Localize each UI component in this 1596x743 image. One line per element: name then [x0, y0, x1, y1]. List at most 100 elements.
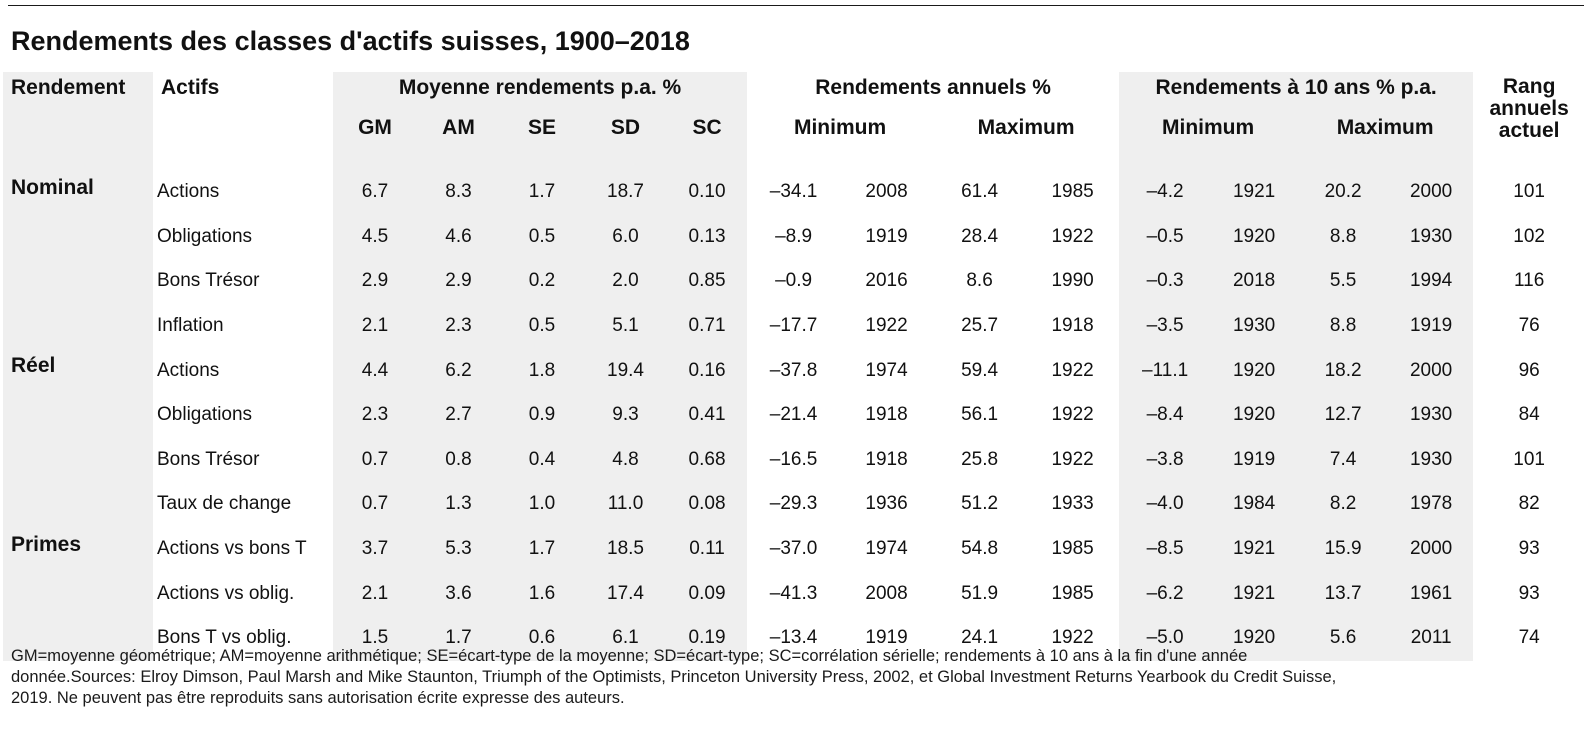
spacer-cell — [667, 156, 748, 170]
cell-sd: 6.0 — [584, 214, 667, 260]
spacer-row — [3, 156, 1585, 170]
cell-annuels-max-year: 1985 — [1051, 582, 1094, 604]
cell-dix-min-value: –0.5 — [1119, 214, 1212, 260]
table-row: Réel Actions 4.4 6.2 1.8 19.4 0.16 –37.8 1974 59.… — [3, 348, 1585, 393]
header-rang-line3: actuel — [1498, 119, 1560, 142]
cell-se: 0.5 — [500, 303, 584, 349]
cell-annuels-min-value: –37.0 — [769, 538, 818, 560]
cell-dix-max-year: 2011 — [1389, 615, 1474, 661]
header-annuels-minimum: Minimum — [793, 116, 887, 139]
group-label: Réel — [3, 348, 153, 393]
header-rendements-10-ans: Rendements à 10 ans % p.a. — [1119, 72, 1474, 114]
header-rendement-blank — [3, 114, 153, 156]
cell-dix-max-value: 18.2 — [1297, 348, 1390, 393]
table-body: Nominal Actions 6.7 8.3 1.7 18.7 0.10 –34.1 2008… — [3, 156, 1585, 661]
cell-annuels-min-year: 2016 — [865, 270, 908, 292]
cell-dix-min-year: 1921 — [1211, 571, 1298, 616]
spacer-cell — [747, 156, 840, 170]
cell-dix-min-value: –4.2 — [1119, 170, 1212, 215]
asset-label: Bons Trésor — [157, 270, 260, 292]
cell-dix-max-value: 8.8 — [1297, 303, 1390, 349]
cell-annuels-max-value: 28.4 — [961, 225, 999, 247]
cell-am: 8.3 — [417, 170, 500, 215]
cell-dix-min-value: –3.5 — [1119, 303, 1212, 349]
cell-annuels-min-year: 1974 — [865, 359, 908, 381]
asset-label: Bons Trésor — [157, 448, 260, 470]
cell-annuels-min-value: –17.7 — [769, 315, 818, 337]
header-actifs: Actifs — [161, 76, 220, 99]
header-rang-line2: annuels — [1489, 97, 1569, 120]
group-label-blank — [3, 482, 153, 527]
cell-sd: 6.1 — [584, 615, 667, 661]
asset-label: Actions vs oblig. — [157, 582, 295, 604]
footnote-line-1: GM=moyenne géométrique; AM=moyenne arith… — [11, 647, 1248, 665]
cell-sd: 18.7 — [584, 170, 667, 215]
cell-annuels-min-year: 1974 — [865, 538, 908, 560]
cell-annuels-min-value: –13.4 — [769, 627, 818, 649]
header-am: AM — [417, 114, 500, 156]
cell-rang: 93 — [1518, 538, 1540, 560]
group-label-blank — [3, 615, 153, 661]
cell-annuels-max-year: 1985 — [1051, 538, 1094, 560]
group-label: Primes — [3, 526, 153, 572]
cell-annuels-max-value: 54.8 — [961, 538, 999, 560]
spacer-cell — [1026, 156, 1119, 170]
cell-annuels-max-value: 56.1 — [961, 404, 999, 426]
cell-se: 0.9 — [500, 392, 584, 438]
spacer-cell — [1119, 156, 1212, 170]
cell-dix-min-value: –0.3 — [1119, 259, 1212, 304]
table-title: Rendements des classes d'actifs suisses,… — [11, 26, 690, 56]
header-annuels-maximum: Maximum — [977, 116, 1075, 139]
cell-annuels-min-value: –16.5 — [769, 448, 818, 470]
cell-dix-max-year: 2000 — [1389, 170, 1474, 215]
cell-gm: 0.7 — [333, 437, 417, 483]
cell-am: 5.3 — [417, 526, 500, 572]
cell-dix-max-value: 5.5 — [1297, 259, 1390, 304]
cell-rang: 101 — [1513, 448, 1545, 470]
cell-dix-max-value: 13.7 — [1297, 571, 1390, 616]
cell-dix-max-value: 8.2 — [1297, 482, 1390, 527]
cell-sc: 0.09 — [667, 571, 748, 616]
cell-dix-max-year: 1994 — [1389, 259, 1474, 304]
cell-rang: 84 — [1518, 404, 1540, 426]
cell-annuels-max-year: 1922 — [1051, 225, 1094, 247]
group-label-blank — [3, 259, 153, 304]
spacer-cell — [1473, 156, 1585, 170]
cell-dix-min-year: 1930 — [1211, 303, 1298, 349]
cell-annuels-max-year: 1922 — [1051, 359, 1094, 381]
returns-table: Rendement Actifs Moyenne rendements p.a.… — [3, 72, 1585, 661]
cell-annuels-min-value: –41.3 — [769, 582, 818, 604]
cell-sc: 0.08 — [667, 482, 748, 527]
cell-annuels-max-value: 25.7 — [961, 315, 999, 337]
cell-rang: 101 — [1513, 181, 1545, 203]
cell-rang: 116 — [1513, 270, 1545, 292]
cell-se: 0.4 — [500, 437, 584, 483]
cell-sc: 0.10 — [667, 170, 748, 215]
cell-rang: 102 — [1513, 225, 1545, 247]
cell-gm: 3.7 — [333, 526, 417, 572]
group-label-blank — [3, 392, 153, 438]
cell-gm: 2.3 — [333, 392, 417, 438]
cell-annuels-max-year: 1922 — [1051, 404, 1094, 426]
cell-gm: 4.5 — [333, 214, 417, 260]
cell-dix-max-value: 7.4 — [1297, 437, 1390, 483]
footnote-line-3: 2019. Ne peuvent pas être reproduits san… — [11, 689, 625, 707]
cell-dix-min-value: –8.5 — [1119, 526, 1212, 572]
asset-label: Bons T vs oblig. — [157, 627, 292, 649]
cell-am: 2.7 — [417, 392, 500, 438]
cell-se: 1.0 — [500, 482, 584, 527]
table-row: Obligations 2.3 2.7 0.9 9.3 0.41 –21.4 1918 56.1… — [3, 392, 1585, 438]
asset-label: Actions — [157, 359, 220, 381]
cell-se: 0.2 — [500, 259, 584, 304]
cell-sd: 11.0 — [584, 482, 667, 527]
header-se: SE — [500, 114, 584, 156]
group-label-blank — [3, 214, 153, 260]
cell-dix-max-year: 2000 — [1389, 526, 1474, 572]
header-10ans-maximum: Maximum — [1297, 114, 1474, 156]
cell-annuels-min-year: 1922 — [865, 315, 908, 337]
spacer-cell — [500, 156, 584, 170]
cell-dix-min-year: 1920 — [1211, 615, 1298, 661]
cell-annuels-max-year: 1918 — [1051, 315, 1094, 337]
cell-am: 0.8 — [417, 437, 500, 483]
header-rang: Rang annuels actuel — [1473, 72, 1585, 156]
